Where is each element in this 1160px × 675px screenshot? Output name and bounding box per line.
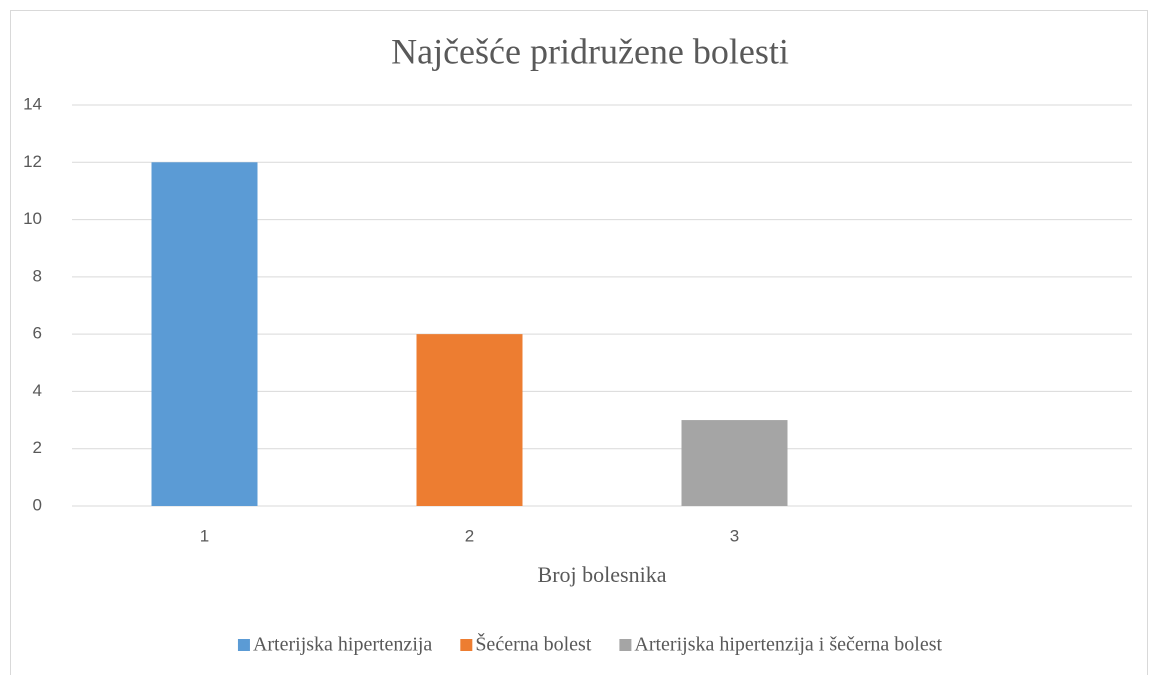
x-axis-title: Broj bolesnika: [538, 562, 667, 587]
chart-border: [10, 10, 1148, 675]
y-tick-label: 8: [33, 266, 42, 285]
legend-swatch: [619, 639, 632, 651]
chart-title: Najčešće pridružene bolesti: [391, 31, 789, 71]
y-tick-label: 2: [33, 438, 42, 457]
bar: [416, 334, 523, 506]
legend-swatch: [460, 639, 473, 651]
y-tick-label: 12: [23, 152, 42, 171]
legend-label: Šećerna bolest: [475, 632, 592, 656]
y-tick-label: 6: [33, 324, 42, 343]
y-tick-label: 10: [23, 209, 42, 228]
legend-label: Arterijska hipertenzija i šečerna bolest: [634, 634, 942, 656]
bar: [681, 420, 788, 506]
legend-label: Arterijska hipertenzija: [253, 634, 432, 656]
y-tick-label: 14: [23, 94, 42, 113]
bar: [151, 162, 258, 507]
y-tick-label: 0: [33, 495, 42, 514]
legend-swatch: [237, 639, 250, 651]
x-tick-label: 1: [200, 526, 209, 545]
y-tick-label: 4: [33, 381, 42, 400]
x-tick-label: 3: [730, 526, 739, 545]
x-tick-label: 2: [465, 526, 474, 545]
